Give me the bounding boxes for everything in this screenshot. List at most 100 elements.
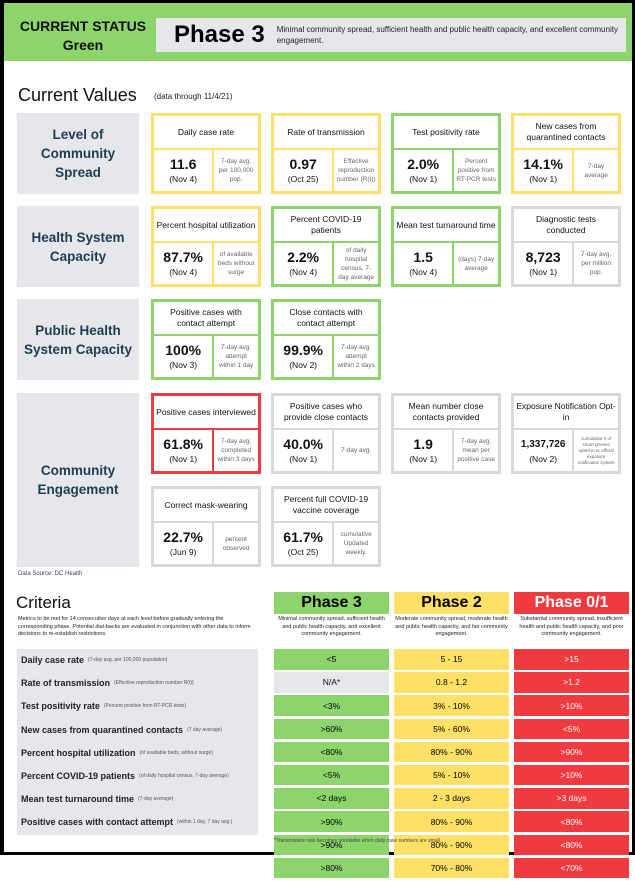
- metric-title: Exposure Notification Opt-in: [514, 396, 618, 430]
- metric-title: Correct mask-wearing: [154, 489, 258, 523]
- metric-body: 61.7% (Oct 25) cumulative Updated weekly.: [274, 523, 378, 564]
- current-status: CURRENT STATUS Green: [14, 17, 152, 55]
- metric-description: 7-day avg.: [340, 447, 372, 454]
- metric-body: 11.6 (Nov 4) 7-day avg. per 100,000 pop.: [154, 150, 258, 191]
- phase-threshold-column: 5 - 15 0.8 - 1.2 3% - 10% 5% - 60% 80% - 90%…: [394, 649, 509, 881]
- metric-value: 8,723: [525, 249, 561, 265]
- criteria-name: New cases from quarantined contacts: [21, 724, 184, 735]
- metric-description: 7-day avg. mean per positive case: [457, 438, 495, 463]
- threshold-cell: >10%: [514, 695, 629, 716]
- metric-date: (Nov 4): [169, 174, 198, 184]
- metric-value-box: 22.7% (Jun 9): [154, 523, 215, 564]
- criteria-name: Test positivity rate: [21, 701, 100, 712]
- criteria-subtext: (within 1 day, 7 day avg.): [177, 819, 233, 826]
- threshold-cell: N/A*: [274, 672, 389, 693]
- metric-date: (Nov 2): [529, 454, 558, 464]
- criteria-description: Metrics to be met for 14 consecutive day…: [18, 616, 251, 637]
- threshold-cell: 80% - 90%: [394, 811, 509, 832]
- metric-value: 100%: [165, 342, 202, 358]
- metric-date: (Oct 25): [287, 174, 319, 184]
- metric-value: 1.5: [413, 249, 433, 265]
- metric-value-box: 87.7% (Nov 4): [154, 243, 215, 284]
- status-label: CURRENT STATUS: [19, 18, 147, 34]
- current-phase-description: Minimal community spread, sufficient hea…: [276, 25, 618, 45]
- criteria-row: Positive cases with contact attempt (with…: [17, 811, 258, 834]
- metric-title: Mean number close contacts provided: [394, 396, 498, 430]
- metric-description: (days) 7-day average: [458, 255, 495, 272]
- criteria-row: New cases from quarantined contacts (7 da…: [17, 719, 258, 742]
- status-header: CURRENT STATUS Green Phase 3 Minimal com…: [4, 3, 632, 61]
- metric-value-box: 61.8% (Nov 1): [154, 430, 215, 471]
- metric-card: Rate of transmission 0.97 (Oct 25) Effectiv…: [271, 113, 381, 194]
- metric-body: 61.8% (Nov 1) 7-day avg. completed within …: [154, 430, 258, 471]
- metric-date: (Nov 1): [529, 174, 558, 184]
- threshold-cell: >10%: [514, 764, 629, 786]
- metric-value: 22.7%: [163, 529, 203, 545]
- metric-card: Exposure Notification Opt-in 1,337,726 (No…: [511, 393, 621, 474]
- metric-value: 61.8%: [163, 436, 203, 452]
- metric-section: Public Health System Capacity Positive ca…: [17, 299, 621, 380]
- threshold-cell: <80%: [514, 811, 629, 832]
- criteria-name: Percent COVID-19 patients: [21, 771, 136, 782]
- category-label: Level of Community Spread: [17, 113, 139, 194]
- metric-title: Percent hospital utilization: [154, 209, 258, 243]
- current-values-subtitle: (data through 11/4/21): [154, 92, 233, 101]
- threshold-cell: >15: [514, 649, 629, 670]
- metric-value: 2.0%: [407, 156, 440, 172]
- criteria-subtext: (7-day avg. per 100,000 population): [88, 657, 168, 664]
- metric-body: 1.9 (Nov 1) 7-day avg. mean per positive c…: [394, 430, 498, 471]
- metric-date: (Nov 4): [169, 267, 198, 277]
- metric-description: 7-day avg. per million pop.: [580, 251, 612, 276]
- metric-date: (Jun 9): [169, 547, 197, 557]
- metric-value: 40.0%: [283, 436, 323, 452]
- metric-description: cumulative Updated weekly.: [340, 531, 372, 556]
- criteria-name: Daily case rate: [21, 655, 85, 666]
- phase-threshold-column: <5 N/A* <3% >60% <80% <5% <2 days >90% >90% >80%: [274, 649, 389, 881]
- metric-description: percent observed: [222, 535, 250, 552]
- metric-title: New cases from quarantined contacts: [514, 116, 618, 150]
- criteria-subtext: (Percent positive from RT-PCR tests): [103, 703, 187, 710]
- phase-description: Moderate community spread, moderate heal…: [395, 616, 508, 637]
- threshold-cell: 5% - 10%: [394, 764, 509, 786]
- criteria-subtext: (of daily hospital census, 7-day average…: [139, 773, 229, 780]
- status-color: Green: [62, 37, 104, 53]
- data-source: Data Source: DC Health: [18, 571, 83, 577]
- threshold-cell: <80%: [274, 741, 389, 763]
- phase-description: Substantial community spread, insufficie…: [519, 616, 624, 637]
- threshold-cell: >90%: [514, 741, 629, 763]
- criteria-row: Mean test turnaround time (7-day average): [17, 788, 258, 811]
- metric-body: 1.5 (Nov 4) (days) 7-day average: [394, 243, 498, 284]
- criteria-subtext: (Effective reproduction number R(t)): [114, 680, 194, 687]
- metric-description: 7-day avg. per 100,000 pop.: [218, 158, 254, 183]
- metric-card: Percent COVID-19 patients 2.2% (Nov 4) of d…: [271, 206, 381, 287]
- criteria-name: Mean test turnaround time: [21, 794, 135, 805]
- metric-section: Level of Community Spread Daily case rate…: [17, 113, 621, 194]
- metric-body: 2.2% (Nov 4) of daily hospital census, 7-d…: [274, 243, 378, 284]
- category-label: Health System Capacity: [17, 206, 139, 287]
- metric-date: (Nov 1): [409, 454, 438, 464]
- threshold-cell: 5% - 60%: [394, 718, 509, 740]
- threshold-cell: <5%: [274, 764, 389, 786]
- threshold-cell: 70% - 80%: [394, 857, 509, 879]
- threshold-cell: <70%: [514, 857, 629, 879]
- metric-description: Effective reproduction number (R(t)): [336, 158, 376, 183]
- metric-value-box: 2.0% (Nov 1): [394, 150, 455, 191]
- metric-body: 1,337,726 (Nov 2) cumulative # of smart ph…: [514, 430, 618, 471]
- category-label: Public Health System Capacity: [17, 299, 139, 380]
- metric-card: Mean test turnaround time 1.5 (Nov 4) (days…: [391, 206, 501, 287]
- metric-body: 8,723 (Nov 1) 7-day avg. per million pop.: [514, 243, 618, 284]
- metric-body: 2.0% (Nov 1) Percent positive from RT-PCR …: [394, 150, 498, 191]
- metric-value-box: 40.0% (Nov 1): [274, 430, 335, 471]
- metric-body: 22.7% (Jun 9) percent observed: [154, 523, 258, 564]
- criteria-subtext: (7 day average): [187, 726, 223, 733]
- metric-description: of daily hospital census, 7-day average: [338, 246, 375, 281]
- metric-description: of available beds without surge: [217, 251, 255, 276]
- threshold-cell: 0.8 - 1.2: [394, 672, 509, 693]
- phase-description: Minimal community spread, sufficient hea…: [278, 616, 385, 637]
- threshold-cell: 3% - 10%: [394, 695, 509, 716]
- threshold-cell: 5 - 15: [394, 649, 509, 670]
- metric-description: 7-day avg. completed within 3 days: [217, 438, 255, 463]
- metric-title: Diagnostic tests conducted: [514, 209, 618, 243]
- metric-date: (Nov 2): [289, 360, 318, 370]
- threshold-cell: >1.2: [514, 672, 629, 693]
